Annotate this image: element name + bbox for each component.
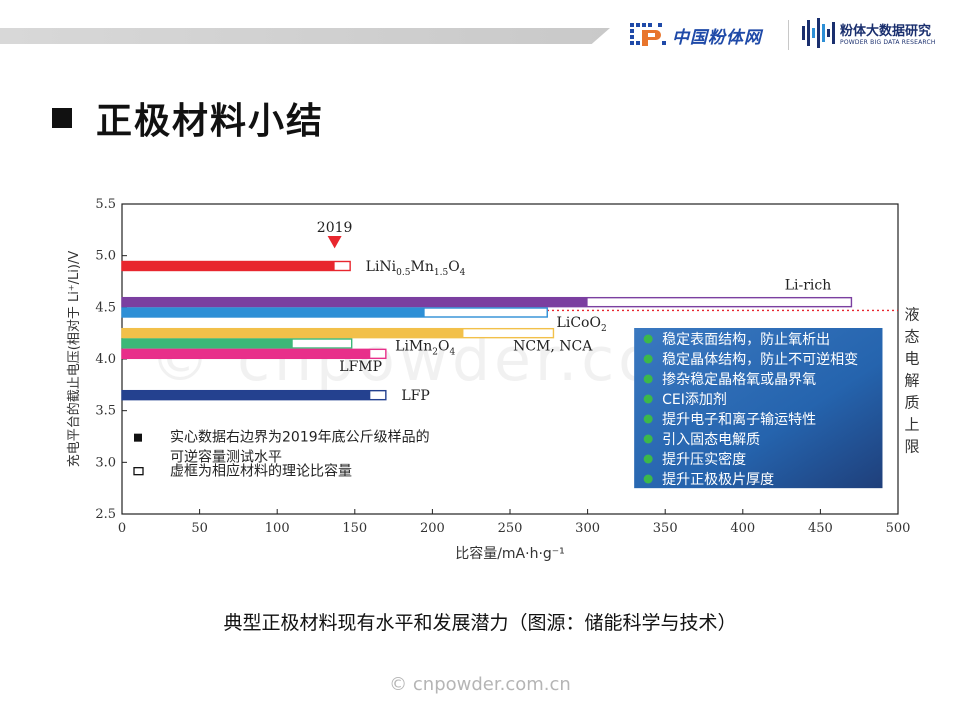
electrolyte-limit-label: 液 <box>904 306 919 324</box>
year-arrow-icon <box>327 236 342 249</box>
y-tick-label: 5.5 <box>95 197 116 212</box>
y-tick-label: 2.5 <box>95 507 116 522</box>
legend-text: 实心数据右边界为2019年底公斤级样品的 <box>170 430 430 446</box>
strategy-bullet <box>643 434 653 444</box>
electrolyte-limit-label: 上 <box>904 416 919 434</box>
cnpowder-logo-text: 中国粉体网 <box>672 27 762 48</box>
strategy-item: 稳定晶体结构，防止不可逆相变 <box>662 352 858 368</box>
y-axis-label: 充电平台的截止电压(相对于 Li⁺/Li)/V <box>66 251 82 468</box>
bigdata-logo[interactable]: 粉体大数据研究 POWDER BIG DATA RESEARCH <box>800 16 936 50</box>
strategy-item: 引入固态电解质 <box>662 432 760 448</box>
series-label: LFP <box>401 388 429 404</box>
legend-text: 虚框为相应材料的理论比容量 <box>170 463 352 480</box>
strategy-item: CEI添加剂 <box>662 392 727 408</box>
strategy-bullet <box>643 474 653 484</box>
strategy-bullet <box>643 374 653 384</box>
x-axis-label: 比容量/mA·h·g⁻¹ <box>455 545 565 562</box>
header-divider <box>788 20 789 50</box>
bigdata-logo-subtext: POWDER BIG DATA RESEARCH <box>840 39 936 46</box>
bar-measured <box>122 297 588 307</box>
slide-title-text: 正极材料小结 <box>96 101 325 142</box>
x-tick-label: 100 <box>265 521 290 536</box>
slide-title: 正极材料小结 <box>52 92 324 144</box>
x-tick-label: 0 <box>118 521 126 536</box>
y-tick-label: 4.0 <box>95 352 116 367</box>
series-label: LiNi0.5Mn1.5O4 <box>366 259 466 278</box>
series-label: LiMn2O4 <box>395 339 455 358</box>
figure-caption: 典型正极材料现有水平和发展潜力（图源：储能科学与技术） <box>223 612 737 634</box>
electrolyte-limit-label: 解 <box>904 372 919 390</box>
x-tick-label: 350 <box>653 521 678 536</box>
bar-measured <box>122 339 293 348</box>
bigdata-logo-text: 粉体大数据研究 <box>840 24 932 39</box>
y-tick-label: 3.0 <box>95 455 116 470</box>
strategy-bullet <box>643 334 653 344</box>
x-tick-label: 150 <box>342 521 367 536</box>
x-tick-label: 200 <box>420 521 445 536</box>
strategy-bullet <box>643 354 653 364</box>
series-label: LFMP <box>339 359 382 375</box>
x-tick-label: 250 <box>498 521 523 536</box>
legend-text: 可逆容量测试水平 <box>170 449 282 466</box>
strategy-bullet <box>643 454 653 464</box>
electrolyte-limit-label: 态 <box>904 328 919 346</box>
x-tick-label: 400 <box>730 521 755 536</box>
electrolyte-limit-label: 电 <box>904 350 919 368</box>
bar-measured <box>122 390 371 400</box>
legend-hollow-marker <box>133 467 144 476</box>
series-label: Li-rich <box>785 278 832 294</box>
x-tick-label: 300 <box>575 521 600 536</box>
electrolyte-limit-label: 限 <box>904 438 919 456</box>
strategy-item: 提升电子和离子输运特性 <box>662 411 816 428</box>
cnpowder-logo[interactable]: 中国粉体网 <box>628 18 762 52</box>
y-tick-label: 5.0 <box>95 249 116 264</box>
bigdata-logo-icon <box>802 18 835 48</box>
strategy-box <box>634 328 883 489</box>
bar-measured <box>122 308 425 317</box>
strategy-item: 提升压实密度 <box>662 451 746 468</box>
header-bar <box>0 28 610 44</box>
series-label: LiCoO2 <box>557 315 607 334</box>
strategy-bullet <box>643 414 653 424</box>
cnpowder-logo-icon <box>628 20 668 50</box>
bar-measured <box>122 261 335 271</box>
x-tick-label: 500 <box>886 521 911 536</box>
title-bullet-square <box>52 108 72 128</box>
x-tick-label: 450 <box>808 521 833 536</box>
x-tick-label: 50 <box>191 521 208 536</box>
bar-measured <box>122 328 464 338</box>
bar-measured <box>122 349 371 359</box>
legend-solid-marker <box>134 433 142 442</box>
strategy-bullet <box>643 394 653 404</box>
strategy-item: 提升正极极片厚度 <box>662 472 774 488</box>
electrolyte-limit-label: 质 <box>904 394 919 412</box>
y-tick-label: 4.5 <box>95 300 116 315</box>
series-label: NCM, NCA <box>513 339 593 355</box>
y-tick-label: 3.5 <box>95 404 116 419</box>
cathode-chart: 0 50 100 150 200 250 300 350 400 450 500 2.5 3.0 3.5 4… <box>66 197 920 562</box>
footer-copyright: © cnpowder.com.cn <box>389 674 571 695</box>
strategy-item: 稳定表面结构，防止氧析出 <box>662 332 830 348</box>
strategy-item: 掺杂稳定晶格氧或晶界氧 <box>662 371 816 388</box>
year-label: 2019 <box>317 220 353 236</box>
